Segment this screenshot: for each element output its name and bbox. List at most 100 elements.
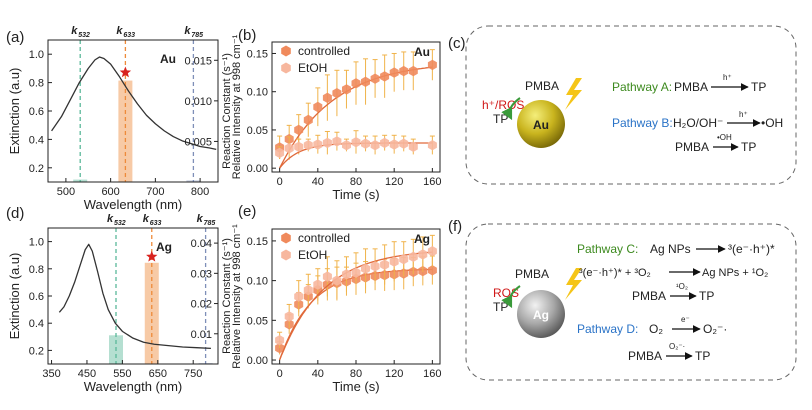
data-point <box>294 124 304 136</box>
data-point <box>380 137 390 149</box>
pathway-a-product: TP <box>751 80 766 94</box>
data-point <box>294 291 304 302</box>
data-point <box>399 138 409 149</box>
data-point <box>399 254 409 265</box>
laser-sub-633: 633 <box>123 32 135 39</box>
pathway-d2-over: O₂⁻· <box>669 342 685 351</box>
data-point <box>370 261 380 272</box>
y2-tick-label: 0.005 <box>184 136 212 148</box>
pathway-b-reactant: H₂O/OH⁻ <box>673 116 723 130</box>
panel-label-b: (b) <box>238 27 256 44</box>
y-tick-label: 0.10 <box>247 87 268 99</box>
data-point <box>275 335 285 346</box>
data-point <box>284 143 294 154</box>
x-tick-label: 750 <box>184 368 202 380</box>
data-point <box>408 65 418 77</box>
data-point <box>361 76 370 87</box>
y-tick-label: 0.8 <box>29 264 44 276</box>
data-point <box>332 88 342 99</box>
x-tick-label: 0 <box>277 368 283 380</box>
x-tick-label: 40 <box>312 176 324 188</box>
data-point <box>361 138 370 149</box>
data-point <box>313 101 323 113</box>
y-tick-label: 0.8 <box>29 78 44 90</box>
data-point <box>351 78 361 89</box>
data-point <box>303 140 313 151</box>
ag-particle-label: Ag <box>533 308 549 322</box>
extinction-curve <box>51 56 217 150</box>
x-tick-label: 160 <box>423 368 441 380</box>
x-tick-label: 550 <box>113 368 131 380</box>
x-tick-label: 80 <box>350 368 362 380</box>
metal-label: Au <box>160 52 176 66</box>
y-tick-label: 1.0 <box>29 237 44 249</box>
scheme-f-pmba: PMBA <box>515 267 549 281</box>
data-point <box>370 140 380 151</box>
panel-label-c: (c) <box>448 35 466 52</box>
x-tick-label: 700 <box>146 186 164 198</box>
x-axis-label: Time (s) <box>332 187 379 202</box>
data-point <box>275 147 285 159</box>
data-point <box>418 249 428 260</box>
laser-sub-532: 532 <box>114 220 126 227</box>
y2-tick-label: 0.04 <box>191 238 212 250</box>
chart-e-kinetics-ag: controlled EtOH Ag 0 40 80 120 160 0.00 0.05 0.10 0… <box>231 224 442 394</box>
curved-arrow-icon-c <box>501 97 521 121</box>
y-tick-label: 0.15 <box>247 236 268 248</box>
pathway-b-over: h⁺ <box>739 110 748 119</box>
data-point <box>322 92 332 103</box>
data-point <box>361 263 370 274</box>
laser-label-633: k <box>116 25 123 37</box>
scheme-c-frame <box>465 25 797 185</box>
x-tick-label: 800 <box>191 186 209 198</box>
curved-arrow-icon-f <box>501 285 521 309</box>
legend-label-0: controlled <box>298 231 350 245</box>
data-point <box>332 136 342 147</box>
x-tick-label: 450 <box>78 368 96 380</box>
data-point <box>370 73 380 84</box>
laser-sub-532: 532 <box>78 32 90 39</box>
scheme-f-tp: TP <box>493 300 508 314</box>
y-tick-label: 0.15 <box>247 48 268 60</box>
data-point <box>427 246 437 257</box>
au-nanoparticle <box>517 100 565 148</box>
y-axis-label: Extinction (a.u) <box>7 68 22 155</box>
metal-label: Au <box>414 45 430 59</box>
data-point <box>313 139 323 150</box>
x-tick-label: 40 <box>312 368 324 380</box>
data-point <box>399 65 409 77</box>
pathway-c2-right: Ag NPs + ¹O₂ <box>702 267 768 279</box>
legend-label-0: controlled <box>298 44 350 58</box>
y-tick-label: 0.6 <box>29 291 44 303</box>
y-tick-label: 0.2 <box>29 345 44 357</box>
x-axis-label: Wavelength (nm) <box>84 197 183 212</box>
x-axis-label: Time (s) <box>332 379 379 394</box>
pathway-c3-reactant: PMBA <box>632 289 666 303</box>
data-point <box>389 256 399 267</box>
data-point <box>380 71 390 82</box>
data-point <box>313 279 323 290</box>
y-tick-label: 0.4 <box>29 134 44 146</box>
legend-marker-1 <box>281 62 291 74</box>
panel-label-a: (a) <box>6 29 24 46</box>
metal-label: Ag <box>156 240 172 254</box>
scheme-c: Au PMBA h⁺/ROS TP Pathway A: PMBA h⁺ TP … <box>465 25 797 185</box>
data-point <box>322 271 332 282</box>
y-axis-label: Extinction (a.u) <box>7 253 22 340</box>
laser-label-532: k <box>71 25 78 37</box>
legend-marker-1 <box>281 249 291 261</box>
chart-b-kinetics-au: controlled EtOH Au 0 40 80 120 160 0.00 0.05 0.10 0… <box>231 34 442 202</box>
pathway-c3-product: TP <box>699 289 714 303</box>
laser-label-532: k <box>107 213 114 225</box>
y2-tick-label: 0.015 <box>184 55 212 67</box>
data-point <box>380 259 390 270</box>
scheme-f: Ag PMBA ROS TP Pathway C: Ag NPs ³(e⁻·h⁺… <box>465 223 797 381</box>
laser-sub-785: 785 <box>204 220 216 227</box>
star-marker-icon <box>146 250 158 262</box>
scheme-c-ros: h⁺/ROS <box>482 98 524 112</box>
y2-tick-label: 0.01 <box>191 329 212 341</box>
au-particle-label: Au <box>533 118 549 132</box>
data-point <box>389 139 399 150</box>
